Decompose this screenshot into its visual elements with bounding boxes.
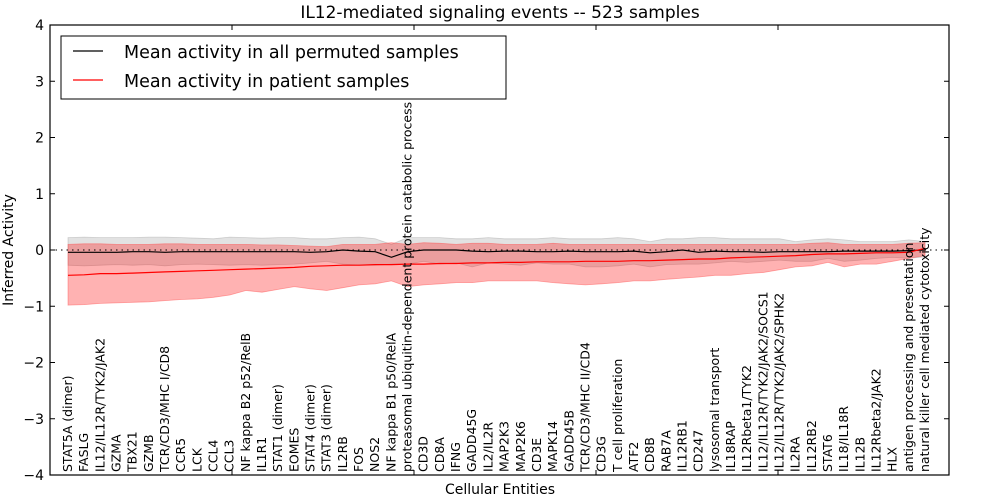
category-label: CD3G <box>594 436 609 472</box>
y-tick-label: −2 <box>23 356 44 372</box>
category-label: STAT1 (dimer) <box>270 384 285 472</box>
y-axis-title: Inferred Activity <box>1 194 17 306</box>
category-label: GADD45B <box>561 410 576 472</box>
category-label: CCL4 <box>206 440 221 472</box>
y-tick-label: −3 <box>23 412 44 428</box>
category-label: CCL3 <box>222 440 237 472</box>
category-label: IL12B <box>852 437 867 472</box>
band-patient <box>67 242 926 306</box>
category-label: LCK <box>189 447 204 472</box>
line-permuted <box>68 249 926 258</box>
chart-title: IL12-mediated signaling events -- 523 sa… <box>300 3 700 23</box>
category-label: CD3E <box>529 438 544 472</box>
category-label: GADD45G <box>464 409 479 472</box>
category-label: antigen processing and presentation <box>901 243 916 472</box>
x-axis-ticks <box>231 25 779 475</box>
category-label: MAPK14 <box>545 421 560 472</box>
category-label: IL18RAP <box>723 421 738 472</box>
category-label: ATF2 <box>626 442 641 472</box>
category-label: FASLG <box>76 433 91 472</box>
category-label: IL12RB1 <box>675 420 690 472</box>
category-label: IL12/IL12R/TYK2/JAK2 <box>92 338 107 472</box>
category-label: STAT6 <box>820 434 835 472</box>
x-axis-title: Cellular Entities <box>445 482 555 498</box>
category-label: T cell proliferation <box>610 359 625 473</box>
category-label: HLX <box>885 447 900 472</box>
category-label: MAP2K6 <box>513 421 528 472</box>
category-label: MAP2K3 <box>497 421 512 472</box>
category-label: lysosomal transport <box>707 348 722 472</box>
category-label: CCR5 <box>173 438 188 472</box>
legend-label-permuted: Mean activity in all permuted samples <box>124 43 459 63</box>
category-label: GZMA <box>109 434 124 472</box>
category-label: CD247 <box>691 430 706 472</box>
category-labels: STAT5A (dimer) FASLG IL12/IL12R/TYK2/JAK2 G… <box>60 102 932 473</box>
y-tick-label: 3 <box>35 74 44 90</box>
category-label: TCR/CD3/MHC II/CD4 <box>577 342 592 473</box>
category-label: EOMES <box>286 428 301 472</box>
y-tick-label: 4 <box>35 18 44 34</box>
y-tick-label: 0 <box>35 243 44 259</box>
legend: Mean activity in all permuted samples Me… <box>60 35 507 100</box>
legend-label-patient: Mean activity in patient samples <box>124 72 409 92</box>
category-label: IL2/IL2R <box>480 422 495 472</box>
category-label: FOS <box>351 447 366 472</box>
category-label: STAT4 (dimer) <box>303 384 318 472</box>
category-label: NF kappa B1 p50/RelA <box>383 332 398 472</box>
y-tick-label: −1 <box>23 299 44 315</box>
category-label: TCR/CD3/MHC I/CD8 <box>157 346 172 473</box>
category-label: IL1R1 <box>254 437 269 472</box>
category-label: proteasomal ubiquitin-dependent protein … <box>400 102 415 472</box>
y-tick-label: 1 <box>35 187 44 203</box>
category-label: IL18/IL18R <box>836 406 851 472</box>
y-tick-label: −4 <box>23 468 44 484</box>
category-label: natural killer cell mediated cytotoxicit… <box>917 227 932 472</box>
category-label: STAT5A (dimer) <box>60 376 75 472</box>
category-label: IL12Rbeta2/JAK2 <box>869 368 884 472</box>
series-lines <box>67 247 926 276</box>
category-label: IL12RB2 <box>804 420 819 472</box>
y-axis-ticks: 4 3 2 1 0 −1 −2 −3 −4 <box>23 18 949 484</box>
category-label: NOS2 <box>367 437 382 472</box>
y-tick-label: 2 <box>35 131 44 147</box>
category-label: RAB7A <box>658 430 673 472</box>
category-label: TBX21 <box>125 431 140 473</box>
category-label: CD8A <box>432 437 447 472</box>
category-label: GZMB <box>141 434 156 472</box>
category-label: IL12/IL12R/TYK2/JAK2/SPHK2 <box>772 293 787 472</box>
line-patient <box>67 247 926 276</box>
category-label: IL2RA <box>788 436 803 472</box>
category-label: NF kappa B2 p52/RelB <box>238 333 253 472</box>
category-label: IL12Rbeta1/TYK2 <box>739 365 754 472</box>
category-label: CD3D <box>416 436 431 472</box>
category-label: IL12/IL12R/TYK2/JAK2/SOCS1 <box>755 291 770 472</box>
category-label: STAT3 (dimer) <box>319 384 334 472</box>
category-label: CD8B <box>642 437 657 472</box>
category-label: IL2RB <box>335 436 350 472</box>
category-label: IFNG <box>448 442 463 472</box>
legend-box <box>60 35 507 100</box>
